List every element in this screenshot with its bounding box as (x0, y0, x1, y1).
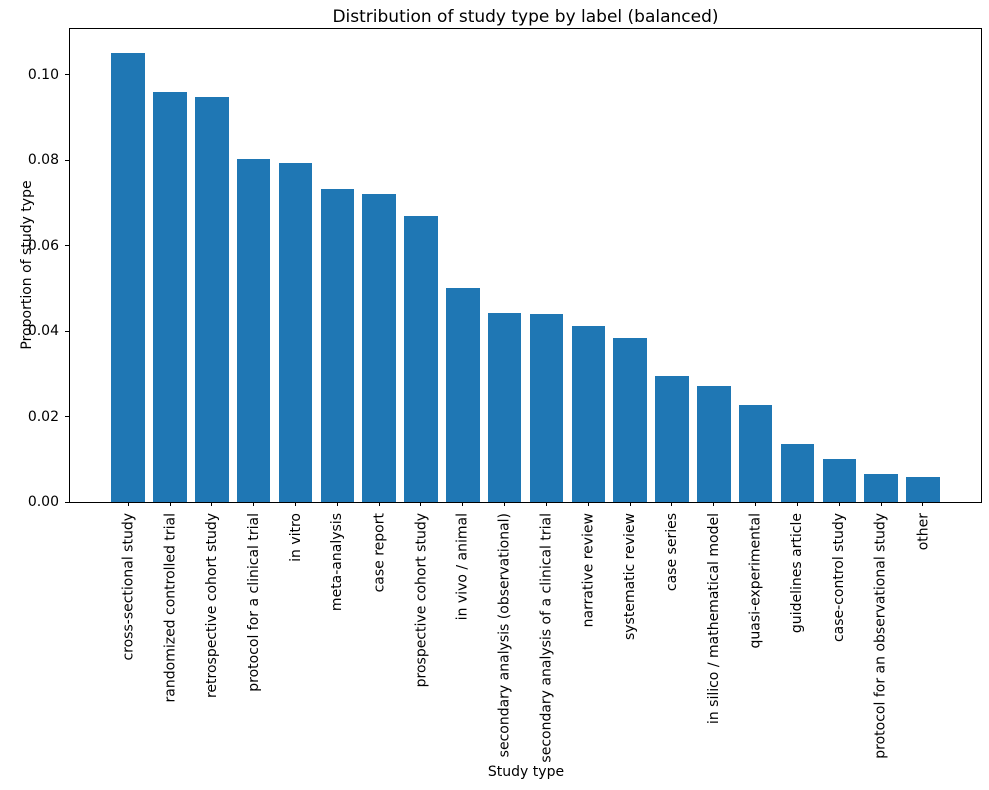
x-tick-label: prospective cohort study (412, 513, 429, 688)
chart-title: Distribution of study type by label (bal… (332, 7, 719, 27)
x-tick-label: systematic review (622, 513, 639, 641)
y-tick (65, 416, 69, 417)
y-tick (65, 245, 69, 247)
x-tick (838, 502, 840, 506)
x-tick (629, 502, 631, 506)
bar (738, 405, 773, 502)
plot-area: 0.00 0.02 0.04 0.06 0.08 0.10 cross-sectional … (28, 28, 982, 763)
bar (111, 52, 145, 502)
bar (195, 96, 229, 502)
x-tick-label: in silico / mathematical model (705, 513, 722, 725)
x-tick-label: retrospective cohort study (203, 513, 220, 699)
x-tick (713, 502, 715, 506)
bar (571, 326, 605, 502)
x-tick-label: cross-sectional study (120, 513, 137, 661)
y-tick-label: 0.06 (27, 237, 59, 254)
x-tick-label: in vivo / animal (454, 513, 471, 621)
x-tick (378, 502, 380, 506)
bar (362, 194, 396, 502)
x-tick (211, 502, 213, 506)
x-tick-label: protocol for an observational study (873, 513, 889, 759)
bar (529, 314, 564, 502)
x-tick (253, 502, 255, 506)
bar (780, 444, 815, 502)
x-tick (671, 502, 673, 506)
bar (864, 474, 898, 502)
y-tick-label: 0.10 (27, 66, 59, 83)
x-tick (504, 502, 506, 506)
bar (697, 386, 731, 502)
y-tick-label: 0.04 (27, 323, 59, 340)
x-tick (796, 502, 798, 506)
bar (404, 215, 438, 502)
y-tick (65, 501, 69, 503)
bar (822, 459, 856, 502)
x-tick (880, 502, 882, 506)
x-tick-label: guidelines article (789, 513, 806, 634)
bar (613, 338, 647, 502)
y-tick-label: 0.08 (27, 152, 59, 169)
x-tick (336, 502, 338, 506)
x-tick-label: narrative review (580, 513, 597, 628)
x-tick-label: randomized controlled trial (162, 513, 178, 703)
x-tick (545, 502, 547, 506)
x-tick (587, 502, 589, 506)
x-tick-label: case report (371, 513, 388, 593)
x-tick-label: secondary analysis of a clinical trial (538, 513, 555, 763)
x-tick (169, 502, 171, 506)
bar (320, 188, 354, 502)
bar (487, 312, 522, 502)
x-tick (755, 502, 757, 506)
x-tick-label: secondary analysis (observational) (496, 513, 513, 758)
x-tick-label: quasi-experimental (747, 513, 764, 649)
x-tick (294, 502, 296, 506)
x-tick (922, 502, 924, 506)
y-tick (65, 159, 69, 161)
y-tick-label: 0.00 (27, 494, 59, 510)
x-axis-label: Study type (487, 764, 565, 780)
bar (153, 91, 187, 502)
bar (236, 158, 271, 502)
x-tick-label: in vitro (287, 513, 304, 562)
bar (655, 375, 689, 502)
x-tick (462, 502, 464, 506)
bar (278, 162, 313, 502)
x-tick-label: case series (663, 513, 680, 592)
x-tick (420, 502, 422, 506)
bar (446, 288, 480, 502)
x-tick-label: case-control study (831, 513, 848, 643)
x-tick-label: meta-analysis (329, 513, 346, 612)
y-tick (65, 74, 69, 76)
y-tick (65, 330, 69, 332)
bar (906, 477, 940, 502)
y-tick-label: 0.02 (27, 408, 59, 425)
x-tick-label: protocol for a clinical trial (245, 513, 262, 692)
x-tick-label: other (914, 513, 931, 551)
x-tick (127, 502, 129, 506)
